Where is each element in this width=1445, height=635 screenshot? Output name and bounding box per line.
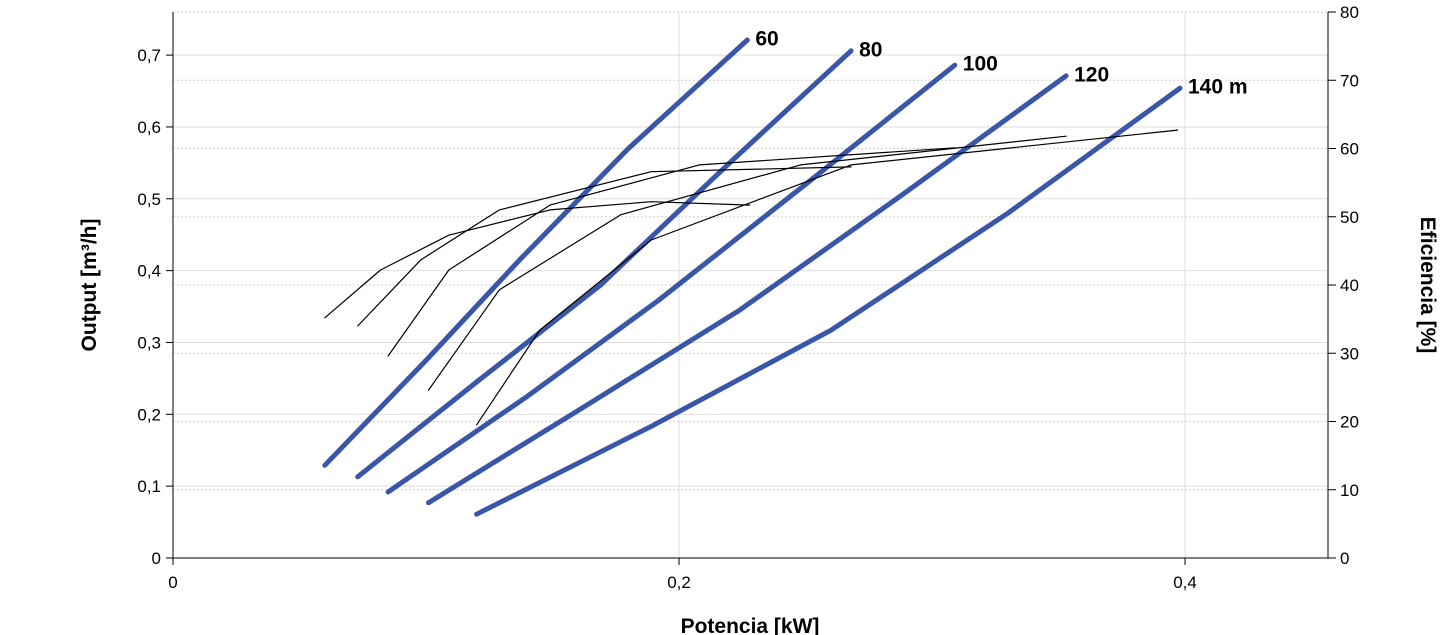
output-curve	[426, 73, 1069, 506]
y-tick-label: 0,7	[137, 46, 161, 65]
efficiency-curve	[476, 129, 1179, 426]
series-label: 120	[1074, 63, 1109, 86]
y2-tick-label: 70	[1340, 71, 1359, 90]
y-tick-label: 0,4	[137, 262, 161, 281]
efficiency-curve	[324, 201, 751, 319]
output-curve	[385, 62, 958, 495]
x-axis-label: Potencia [kW]	[681, 615, 820, 635]
x-tick-label: 0,2	[667, 573, 691, 592]
y2-tick-label: 40	[1340, 276, 1359, 295]
y2-axis-label: Eficiencia [%]	[1416, 217, 1439, 354]
y2-tick-label: 80	[1340, 3, 1359, 22]
y-tick-label: 0,3	[137, 333, 161, 352]
series-label: 100	[963, 53, 998, 76]
y-tick-label: 0,6	[137, 118, 161, 137]
y2-tick-label: 0	[1340, 549, 1349, 568]
y2-tick-label: 50	[1340, 208, 1359, 227]
y-tick-label: 0	[152, 549, 161, 568]
x-tick-label: 0,4	[1173, 573, 1197, 592]
series-label: 60	[755, 28, 778, 51]
y2-tick-label: 10	[1340, 481, 1359, 500]
y2-tick-label: 20	[1340, 413, 1359, 432]
output-curve	[355, 48, 854, 480]
y-axis-label: Output [m³/h]	[78, 219, 101, 352]
series-label: 80	[859, 38, 882, 61]
y-tick-label: 0,2	[137, 405, 161, 424]
y-tick-label: 0,1	[137, 477, 161, 496]
y2-tick-label: 60	[1340, 140, 1359, 159]
output-curve	[474, 85, 1183, 517]
efficiency-curve	[357, 166, 852, 327]
efficiency-curve	[387, 147, 956, 357]
y2-tick-label: 30	[1340, 344, 1359, 363]
output-curve	[322, 37, 750, 468]
efficiency-curve	[427, 135, 1067, 391]
x-tick-label: 0	[168, 573, 177, 592]
series-label: 140 m	[1188, 76, 1248, 99]
y-tick-label: 0,5	[137, 190, 161, 209]
